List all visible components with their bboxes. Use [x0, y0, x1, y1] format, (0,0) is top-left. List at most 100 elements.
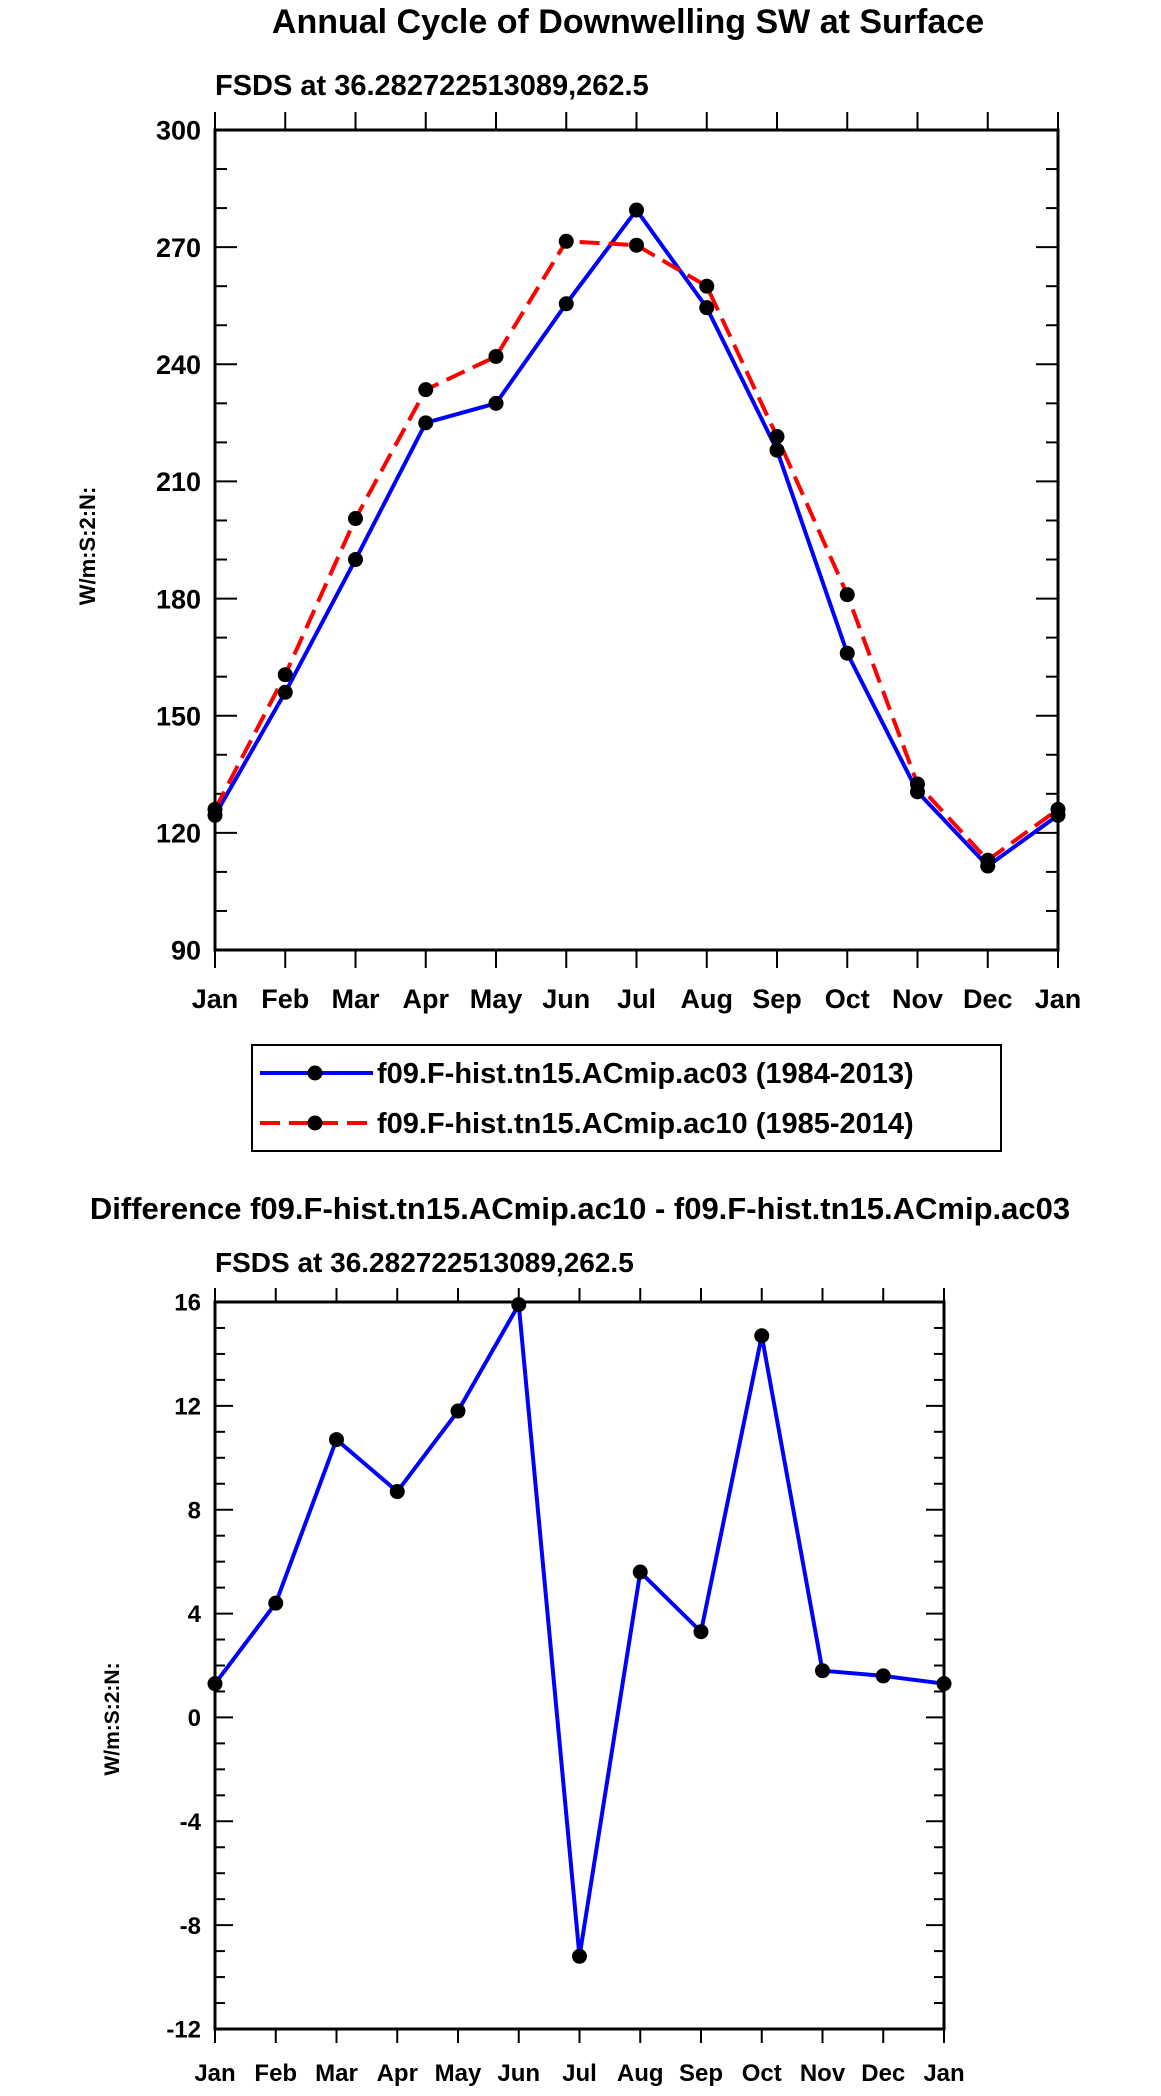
x-tick-label: Aug [617, 2060, 664, 2087]
data-point-series0-0 [207, 1676, 223, 1692]
data-point-series1-9 [839, 587, 855, 603]
x-tick-label: Aug [681, 984, 733, 1014]
x-tick-label: Jan [1035, 984, 1082, 1014]
data-point-series0-4 [450, 1403, 466, 1419]
chart2-series [207, 1297, 952, 1964]
x-tick-label: Dec [861, 2060, 905, 2087]
data-point-series0-2 [348, 552, 363, 568]
data-point-series1-5 [558, 233, 574, 249]
x-tick-label: Feb [261, 984, 309, 1014]
x-tick-label: Apr [403, 984, 450, 1014]
data-point-series0-7 [699, 300, 715, 316]
chart1-x-axis: Jan Feb Mar Apr May Jun Jul Aug Sep Oct Nov Dec Jan [192, 112, 1082, 1014]
chart2-plot-frame [213, 1300, 946, 2031]
data-point-series0-10 [815, 1663, 830, 1679]
difference-chart: Difference f09.F-hist.tn15.ACmip.ac10 - … [90, 1191, 1070, 2087]
y-tick-label: 0 [188, 1705, 201, 1732]
chart1-legend: f09.F-hist.tn15.ACmip.ac03 (1984-2013) f… [251, 1044, 1002, 1152]
chart1-y-axis: 90 120 150 180 210 240 270 300 [156, 116, 1058, 966]
legend-marker-ac10 [307, 1115, 323, 1131]
series-line-0 [213, 208, 1060, 869]
series-line-1 [213, 239, 1060, 863]
data-point-series0-6 [572, 1948, 587, 1964]
x-tick-label: Jun [497, 2060, 540, 2087]
y-tick-label: -8 [180, 1913, 201, 1940]
y-tick-label: 4 [188, 1601, 202, 1628]
x-tick-label: Jan [923, 2060, 964, 2087]
data-point-series1-6 [629, 237, 644, 253]
x-tick-label: Jul [617, 984, 656, 1014]
x-tick-label: Sep [679, 2060, 723, 2087]
y-tick-label: 210 [156, 467, 201, 497]
legend-marker-ac03 [307, 1065, 323, 1081]
x-tick-label: Jul [562, 2060, 597, 2087]
y-tick-label: 8 [188, 1497, 201, 1524]
data-point-series0-3 [389, 1484, 405, 1500]
data-point-series0-12 [936, 1676, 952, 1692]
y-tick-label: 90 [171, 936, 201, 966]
y-tick-label: 16 [174, 1290, 201, 1317]
data-point-series1-12 [1050, 801, 1066, 817]
data-point-series0-3 [418, 415, 434, 431]
legend-label-ac03: f09.F-hist.tn15.ACmip.ac03 (1984-2013) [377, 1058, 914, 1090]
y-tick-label: 180 [156, 584, 201, 614]
annual-cycle-chart: Annual Cycle of Downwelling SW at Surfac… [75, 3, 1081, 1014]
y-tick-label: -4 [180, 1809, 202, 1836]
data-point-series1-0 [207, 801, 223, 817]
x-tick-label: Jan [194, 2060, 235, 2087]
data-point-series1-1 [277, 667, 293, 683]
data-point-series0-11 [875, 1668, 891, 1684]
x-tick-label: Oct [825, 984, 870, 1014]
y-tick-label: 120 [156, 819, 201, 849]
x-tick-label: Jun [542, 984, 590, 1014]
chart1-ylabel: W/m:S:2:N: [75, 487, 100, 606]
y-tick-label: -12 [166, 2017, 201, 2044]
x-tick-label: Oct [742, 2060, 782, 2087]
y-tick-label: 150 [156, 701, 201, 731]
data-point-series1-11 [980, 852, 996, 868]
data-point-series0-7 [632, 1564, 648, 1580]
chart2-x-axis: Jan Feb Mar Apr May Jun Jul Aug Sep Oct Nov Dec Jan [194, 1288, 965, 2087]
chart2-title: Difference f09.F-hist.tn15.ACmip.ac10 - … [90, 1191, 1070, 1226]
y-tick-label: 300 [156, 116, 201, 146]
y-tick-label: 12 [174, 1393, 201, 1420]
data-point-series0-9 [839, 645, 855, 661]
data-point-series1-4 [488, 348, 504, 364]
data-point-series0-8 [693, 1624, 709, 1640]
x-tick-label: Nov [800, 2060, 846, 2087]
x-tick-label: Sep [752, 984, 802, 1014]
data-point-series0-6 [629, 202, 644, 218]
data-point-series1-10 [910, 776, 925, 792]
data-point-series0-5 [511, 1297, 527, 1313]
data-point-series1-7 [699, 278, 715, 294]
x-tick-label: Feb [254, 2060, 297, 2087]
chart1-plot-frame [213, 128, 1060, 952]
chart2-y-axis: -12 -8 -4 0 4 8 12 16 [166, 1290, 944, 2044]
x-tick-label: Dec [963, 984, 1013, 1014]
x-tick-label: Jan [192, 984, 239, 1014]
data-point-series0-1 [277, 684, 293, 700]
data-point-series0-1 [268, 1595, 284, 1611]
x-tick-label: May [470, 984, 523, 1014]
chart1-series [207, 202, 1066, 874]
data-point-series1-8 [769, 429, 785, 445]
data-point-series1-2 [348, 511, 363, 527]
series-line-0 [213, 1302, 945, 1959]
data-point-series0-4 [488, 395, 504, 411]
chart2-ylabel: W/m:S:2:N: [101, 1662, 124, 1775]
x-tick-label: May [435, 2060, 482, 2087]
data-point-series0-2 [329, 1432, 344, 1448]
x-tick-label: Mar [315, 2060, 358, 2087]
data-point-series1-3 [418, 382, 434, 398]
x-tick-label: Apr [377, 2060, 418, 2087]
chart1-title: Annual Cycle of Downwelling SW at Surfac… [272, 3, 984, 41]
chart1-subtitle: FSDS at 36.282722513089,262.5 [215, 70, 649, 102]
data-point-series0-8 [769, 442, 785, 458]
y-tick-label: 270 [156, 233, 201, 263]
data-point-series0-9 [754, 1328, 770, 1344]
legend-label-ac10: f09.F-hist.tn15.ACmip.ac10 (1985-2014) [377, 1108, 914, 1140]
chart2-subtitle: FSDS at 36.282722513089,262.5 [215, 1247, 634, 1278]
legend-box [251, 1044, 1002, 1152]
y-tick-label: 240 [156, 350, 201, 380]
